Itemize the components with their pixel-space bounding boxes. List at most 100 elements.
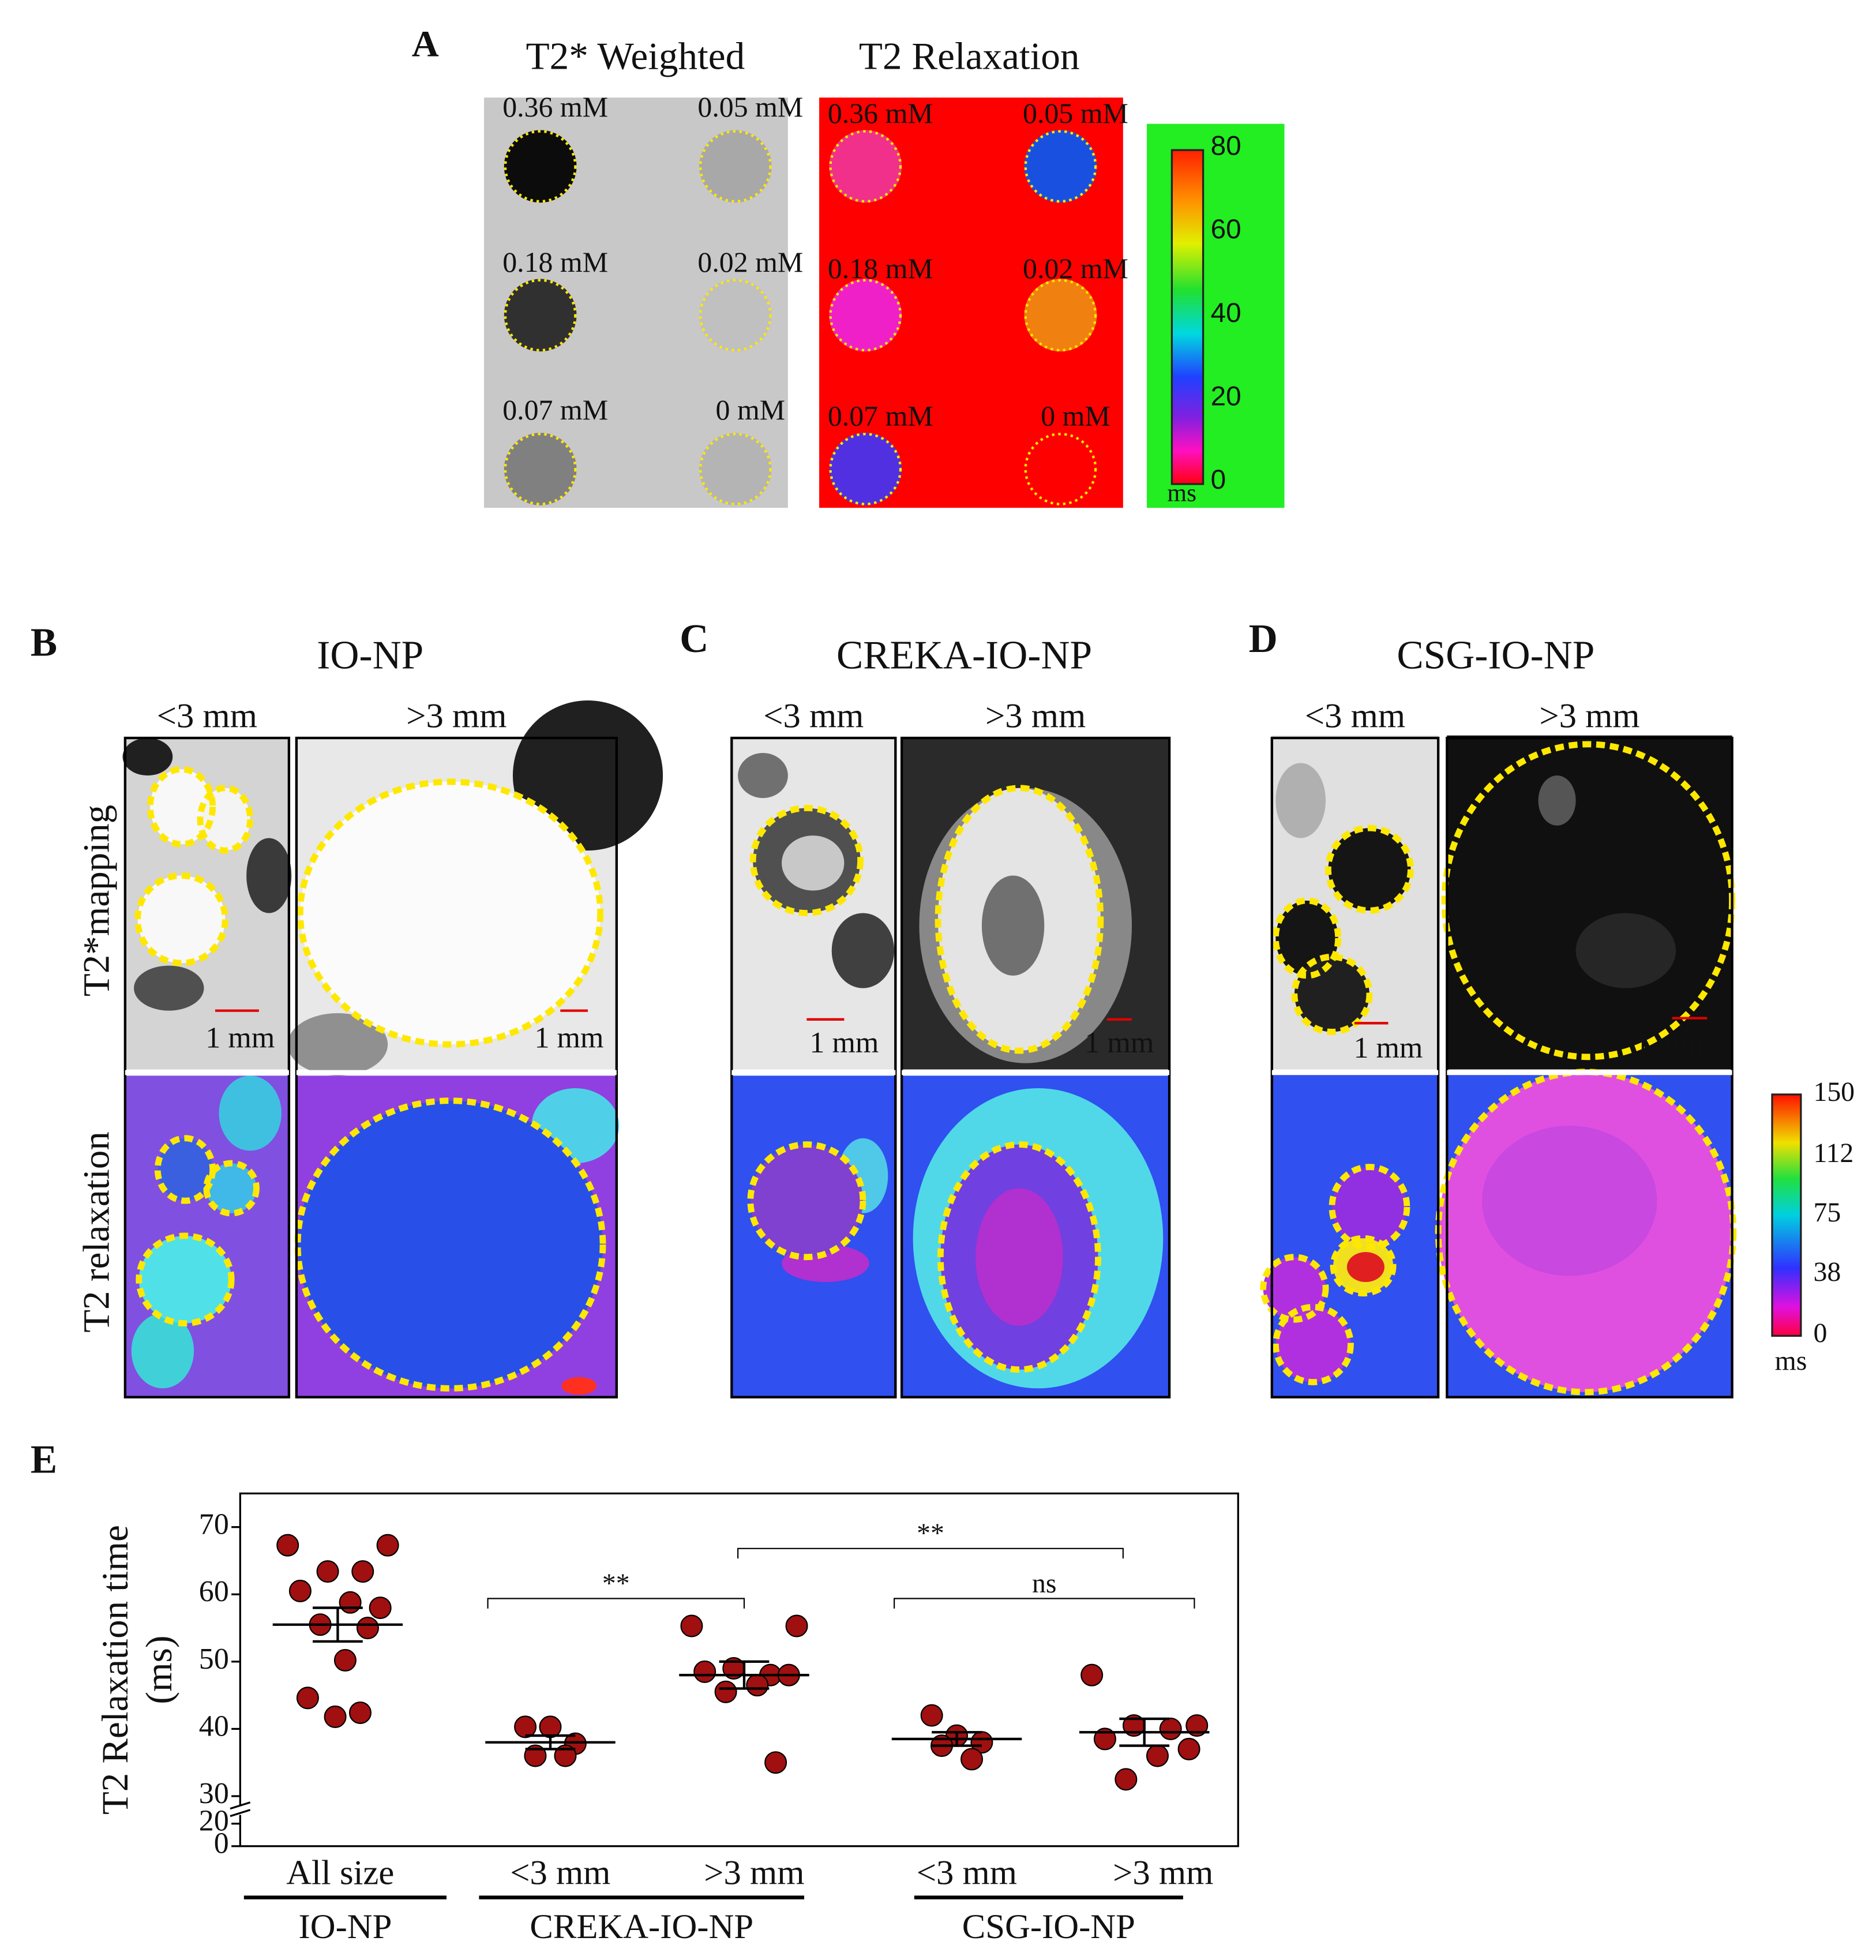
data-point [333, 1649, 357, 1672]
image-region [1482, 1126, 1657, 1276]
axis-break [230, 1801, 251, 1817]
image-region [298, 1100, 603, 1389]
concentration-label: 0.02 mM [1023, 253, 1128, 284]
panel-letter: C [680, 617, 708, 661]
size-label: >3 mm [1539, 696, 1639, 735]
panel-letter: E [31, 1437, 57, 1482]
roi-outline [1024, 279, 1097, 352]
roi-outline [699, 433, 772, 505]
concentration-label: 0 mM [1041, 400, 1110, 432]
image-region [300, 781, 601, 1045]
data-point [1115, 1768, 1138, 1791]
roi-outline [134, 872, 228, 966]
concentration-label: 0.18 mM [828, 253, 933, 284]
image-region [699, 279, 772, 352]
data-point [746, 1674, 769, 1697]
image-region [504, 433, 577, 505]
image-region [1263, 1257, 1326, 1320]
image-region [1331, 1167, 1407, 1247]
colorbar-tick-label: 60 [1211, 214, 1241, 245]
significance-label: ns [1032, 1569, 1056, 1599]
roi-outline [935, 785, 1104, 1054]
data-point [276, 1534, 299, 1557]
image-region [138, 1235, 232, 1324]
data-point [960, 1748, 984, 1771]
image-region [134, 965, 204, 1011]
y-tick-label: 0 [214, 1827, 229, 1860]
panel-letter: D [1249, 617, 1278, 661]
colorbar-tick-label: 40 [1211, 298, 1241, 328]
image-region [561, 1377, 597, 1395]
significance-bracket [737, 1547, 1124, 1559]
panel-letter: B [31, 621, 57, 665]
colorbar-panel [1147, 123, 1285, 508]
error-bar [719, 1660, 770, 1690]
image-frame [123, 736, 291, 1399]
data-point [1185, 1714, 1209, 1737]
image-region [829, 279, 902, 352]
data-point [356, 1617, 379, 1640]
image-region [131, 1313, 194, 1389]
roi-outline [147, 766, 216, 848]
colorbar-frame [1170, 149, 1205, 485]
roi-outline [829, 433, 902, 505]
data-point [339, 1591, 362, 1614]
size-label: >3 mm [985, 696, 1086, 735]
error-bar [1119, 1717, 1170, 1747]
panel-title: CREKA-IO-NP [836, 633, 1092, 677]
colorbar-tick-label: 80 [1211, 130, 1241, 161]
panel-title: CSG-IO-NP [1397, 633, 1594, 677]
concentration-label: 0.07 mM [828, 400, 933, 432]
x-tick-label: >3 mm [704, 1854, 804, 1892]
image-region [206, 1163, 257, 1213]
scale-bar-label: 1 mm [205, 1022, 275, 1055]
image-region [219, 1075, 282, 1151]
size-label: <3 mm [1305, 696, 1405, 735]
x-tick-label: <3 mm [917, 1854, 1017, 1892]
image-frame [295, 736, 618, 1399]
colorbar [1172, 150, 1203, 484]
scale-bar-label: 1 mm [809, 1026, 879, 1059]
roi-outline [197, 785, 254, 854]
row-label: T2 relaxation [76, 1131, 117, 1332]
y-tick-label: 50 [199, 1643, 229, 1676]
roi-outline [829, 279, 902, 352]
image-region [738, 753, 788, 799]
data-point [1159, 1717, 1182, 1740]
group-label: CSG-IO-NP [962, 1907, 1135, 1946]
y-tick-label: 30 [199, 1777, 229, 1810]
image-region [1024, 279, 1097, 352]
colorbar-tick-label: 150 [1813, 1077, 1855, 1107]
x-tick-label: All size [286, 1854, 394, 1892]
roi-outline [1330, 1235, 1397, 1296]
roi-outline [699, 130, 772, 203]
colorbar-unit: ms [1775, 1346, 1807, 1376]
concentration-label: 0.05 mM [697, 91, 803, 123]
size-label: <3 mm [157, 696, 257, 735]
data-point [714, 1680, 737, 1703]
roi-outline [1291, 953, 1373, 1035]
image-region [782, 835, 845, 891]
concentration-label: 0.05 mM [1023, 98, 1128, 129]
concentration-label: 0.36 mM [502, 91, 608, 123]
data-point [1146, 1744, 1169, 1767]
roi-outline [504, 433, 577, 505]
scale-bar-label: 1 mm [1635, 1026, 1704, 1059]
image-frame [1270, 736, 1440, 1399]
roi-outline [1024, 130, 1097, 203]
roi-outline [937, 1141, 1101, 1373]
panel-letter: A [412, 23, 439, 65]
image-region [287, 1013, 388, 1076]
data-point [1080, 1663, 1104, 1687]
data-point [693, 1660, 716, 1683]
data-point [351, 1560, 374, 1583]
image-region [137, 875, 226, 964]
colorbar [1772, 1094, 1801, 1336]
image-region [1275, 763, 1326, 838]
roi-outline [297, 778, 604, 1048]
colorbar-tick-label: 0 [1211, 464, 1226, 495]
colorbar-tick-label: 75 [1813, 1198, 1841, 1228]
significance-bracket [487, 1598, 745, 1609]
image-region [975, 1188, 1063, 1326]
